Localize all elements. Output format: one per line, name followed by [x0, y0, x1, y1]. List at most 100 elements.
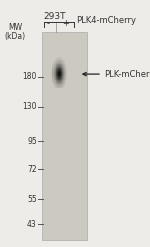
Bar: [63, 87, 64, 88]
Bar: [55, 75, 56, 76]
Bar: [60, 68, 61, 69]
Bar: [63, 69, 64, 70]
Text: -: -: [46, 20, 50, 28]
Bar: [53, 69, 54, 70]
Bar: [59, 71, 60, 72]
Bar: [56, 67, 57, 68]
Bar: [61, 61, 62, 62]
Bar: [64, 62, 65, 63]
Bar: [58, 84, 59, 85]
Bar: [54, 62, 55, 63]
Bar: [60, 82, 61, 83]
Bar: [55, 63, 56, 64]
Bar: [62, 68, 63, 69]
Bar: [58, 61, 59, 62]
Bar: [59, 86, 60, 87]
Bar: [57, 62, 58, 63]
Bar: [58, 59, 59, 60]
Bar: [61, 59, 62, 60]
Bar: [53, 70, 54, 71]
Bar: [64, 75, 65, 76]
Bar: [57, 79, 58, 80]
Bar: [61, 65, 62, 66]
Bar: [61, 81, 62, 82]
Bar: [60, 61, 61, 62]
Bar: [54, 83, 55, 84]
Bar: [57, 75, 58, 76]
Bar: [53, 67, 54, 68]
Bar: [55, 82, 56, 83]
Bar: [64, 67, 65, 68]
Bar: [58, 76, 59, 77]
Text: 95: 95: [27, 137, 37, 145]
Text: +: +: [62, 20, 69, 28]
Bar: [53, 78, 54, 79]
Bar: [57, 76, 58, 77]
Bar: [58, 73, 59, 74]
Bar: [55, 67, 56, 68]
Bar: [62, 85, 63, 86]
Bar: [64, 83, 65, 84]
Bar: [56, 85, 57, 86]
Bar: [58, 63, 59, 64]
Bar: [56, 80, 57, 81]
Bar: [64, 63, 65, 64]
Bar: [61, 67, 62, 68]
Bar: [61, 63, 62, 64]
Bar: [62, 69, 63, 70]
Bar: [61, 87, 62, 88]
Bar: [51, 74, 52, 75]
Bar: [66, 78, 67, 79]
Bar: [64, 75, 65, 76]
Bar: [57, 69, 58, 70]
Bar: [65, 68, 66, 69]
Bar: [52, 71, 53, 72]
Text: 43: 43: [27, 220, 37, 228]
Bar: [52, 69, 53, 70]
Bar: [58, 86, 59, 87]
Bar: [57, 65, 58, 66]
Bar: [58, 76, 59, 77]
Bar: [61, 83, 62, 84]
Bar: [58, 61, 59, 62]
Bar: [52, 66, 53, 67]
Bar: [63, 68, 64, 69]
Bar: [57, 66, 58, 67]
Bar: [58, 59, 59, 60]
Bar: [59, 77, 60, 78]
Bar: [58, 65, 59, 66]
Bar: [60, 81, 61, 82]
Bar: [64, 68, 65, 69]
Bar: [60, 77, 61, 78]
Bar: [61, 67, 62, 68]
Bar: [57, 60, 58, 61]
Bar: [64, 78, 65, 79]
Bar: [63, 67, 64, 68]
Bar: [58, 80, 59, 81]
Bar: [58, 70, 59, 71]
Bar: [61, 58, 62, 59]
Bar: [64, 64, 65, 65]
Bar: [55, 60, 56, 61]
Bar: [57, 73, 58, 74]
Bar: [54, 63, 55, 64]
Bar: [55, 79, 56, 80]
Bar: [54, 66, 55, 67]
Bar: [54, 83, 55, 84]
Bar: [59, 67, 60, 68]
Bar: [58, 69, 59, 70]
Text: 72: 72: [27, 165, 37, 174]
Bar: [64, 64, 65, 65]
Bar: [59, 87, 60, 88]
Bar: [55, 83, 56, 84]
Bar: [58, 66, 59, 67]
Bar: [59, 76, 60, 77]
Bar: [53, 79, 54, 80]
Bar: [54, 86, 55, 87]
Bar: [61, 75, 62, 76]
Bar: [58, 64, 59, 65]
Bar: [63, 75, 64, 76]
Bar: [59, 80, 60, 81]
Bar: [59, 63, 60, 64]
Bar: [59, 73, 60, 74]
